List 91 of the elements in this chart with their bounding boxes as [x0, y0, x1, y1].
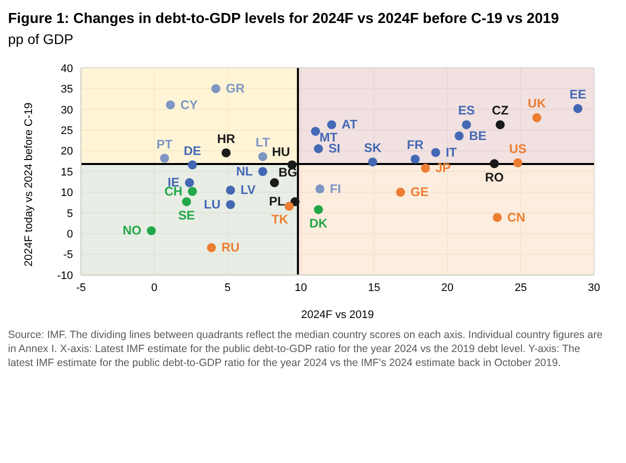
data-label: US [509, 142, 526, 156]
y-tick-label: 0 [66, 228, 73, 241]
point [258, 152, 268, 162]
x-tick-label: 15 [368, 282, 380, 294]
point [146, 226, 156, 236]
data-label: PL [269, 194, 286, 209]
data-label: SK [364, 140, 382, 155]
point [270, 178, 279, 188]
x-tick-label: 5 [224, 282, 231, 294]
x-tick-label: 30 [588, 282, 600, 294]
point [226, 186, 236, 195]
data-label: PT [156, 137, 173, 152]
point [431, 148, 440, 157]
data-label: UK [528, 96, 546, 111]
point [284, 202, 294, 211]
data-label: DE [184, 144, 202, 158]
data-label: JP [435, 161, 451, 176]
y-tick-label: -10 [57, 270, 73, 282]
point [211, 84, 220, 94]
data-label: CY [180, 98, 198, 112]
x-tick-label: -5 [76, 282, 86, 294]
data-label: LT [256, 136, 270, 150]
point [184, 178, 194, 188]
x-tick-label: 25 [514, 282, 527, 294]
point [226, 200, 236, 210]
y-tick-label: 20 [60, 146, 73, 158]
y-tick-label: 5 [66, 208, 73, 220]
data-label: RU [221, 240, 240, 255]
data-label: AT [342, 118, 358, 132]
y-axis-title: 2024F today vs 2024 before C-19 [22, 102, 35, 266]
y-tick-label: 30 [60, 104, 73, 116]
data-label: NO [122, 224, 142, 238]
point [327, 120, 336, 130]
y-tick-label: 10 [60, 187, 73, 200]
point [315, 184, 324, 194]
data-label: CN [507, 210, 526, 224]
point [222, 148, 231, 158]
data-label: NL [236, 164, 254, 178]
point [454, 131, 464, 140]
point [573, 104, 582, 114]
y-tick-label: 25 [60, 125, 73, 138]
point [166, 100, 175, 110]
point [368, 157, 378, 166]
y-tick-label: 35 [60, 84, 73, 96]
data-label: CZ [492, 104, 509, 118]
point [462, 120, 471, 130]
data-label: TK [271, 212, 288, 226]
y-tick-label: 40 [60, 62, 73, 75]
data-label: ES [458, 104, 475, 118]
data-label: FI [330, 182, 342, 196]
point [396, 188, 406, 197]
chart-subtitle: pp of GDP [8, 31, 74, 47]
point [258, 166, 268, 176]
data-label: HU [272, 144, 290, 159]
point [420, 164, 430, 173]
point [188, 160, 197, 170]
point [188, 186, 197, 196]
data-label: BE [469, 128, 487, 143]
data-label: GE [410, 185, 429, 200]
point [496, 120, 505, 130]
data-label: EE [570, 88, 586, 102]
data-label: HR [217, 132, 236, 146]
point [490, 159, 499, 168]
x-tick-label: 20 [441, 282, 454, 294]
y-tick-label: 15 [60, 166, 73, 178]
data-label: FR [406, 138, 424, 152]
data-label: GR [226, 82, 245, 96]
point [532, 113, 542, 122]
data-label: LU [204, 198, 221, 212]
point [182, 197, 192, 206]
source-note: Source: IMF. The dividing lines between quadrants reflect the median country scores on each axis. Individual country figures are in Annex I. X-axis: Latest IMF estimate for the public debt-to-GDP ratio for the year 2024 vs the 2019 debt level. Y-axis: The latest IMF estimate for the public debt-to-GDP ratio for the year 2024 vs the IMF's 2024 estimate back in October 2019. [8, 328, 604, 370]
data-label: MT [320, 130, 338, 144]
point [314, 205, 323, 214]
point [314, 144, 323, 154]
data-label: RO [484, 170, 504, 185]
data-label: SE [178, 208, 195, 223]
data-label: SI [328, 142, 340, 156]
point [513, 158, 522, 168]
x-axis-title: 2024F vs 2019 [301, 309, 374, 321]
point [160, 154, 170, 163]
x-tick-label: 0 [151, 282, 158, 294]
y-tick-label: -5 [63, 249, 73, 262]
point [311, 126, 320, 136]
data-label: IT [446, 145, 458, 160]
data-label: LV [240, 183, 256, 198]
point [410, 154, 420, 164]
x-tick-label: 10 [294, 282, 307, 294]
point [206, 243, 216, 252]
chart-title: Figure 1: Changes in debt-to-GDP levels for 2024F vs 2024F before C-19 vs 2019 [8, 11, 560, 27]
data-label: DK [309, 216, 328, 231]
point [492, 212, 502, 222]
